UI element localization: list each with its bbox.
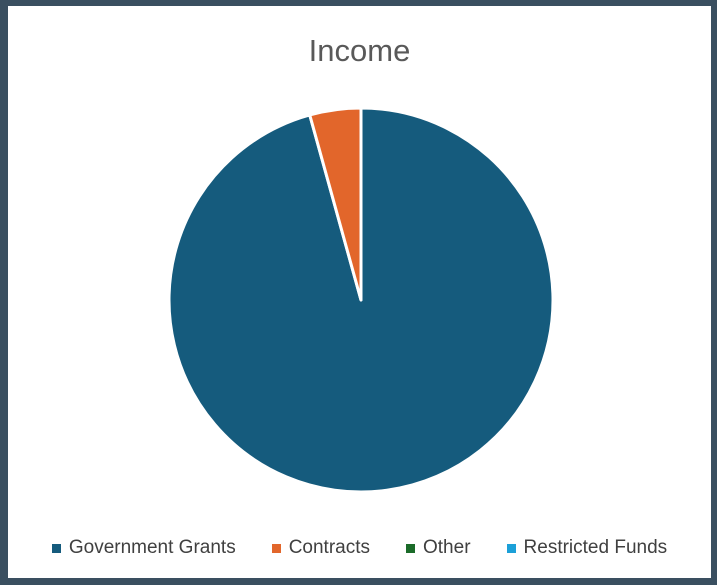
chart-title: Income xyxy=(308,33,411,68)
legend-item-contracts: Contracts xyxy=(271,537,370,559)
legend-label-government-grants: Government Grants xyxy=(68,537,236,558)
legend-label-restricted-funds: Restricted Funds xyxy=(523,537,668,558)
legend-item-restricted-funds: Restricted Funds xyxy=(506,537,668,559)
legend-item-government-grants: Government Grants xyxy=(51,537,236,559)
legend-item-other: Other xyxy=(406,537,471,559)
legend-label-other: Other xyxy=(423,537,471,558)
pie-slice-contracts xyxy=(308,106,363,302)
chart-area: Income Government Grants Contracts Other… xyxy=(8,6,711,578)
legend-swatch-restricted-funds xyxy=(506,543,516,553)
legend: Government Grants Contracts Other Restri… xyxy=(8,536,711,560)
legend-label-contracts: Contracts xyxy=(288,537,370,558)
legend-swatch-government-grants xyxy=(51,543,61,553)
pie-chart xyxy=(167,106,555,494)
legend-swatch-other xyxy=(406,543,415,553)
legend-swatch-contracts xyxy=(271,543,281,553)
